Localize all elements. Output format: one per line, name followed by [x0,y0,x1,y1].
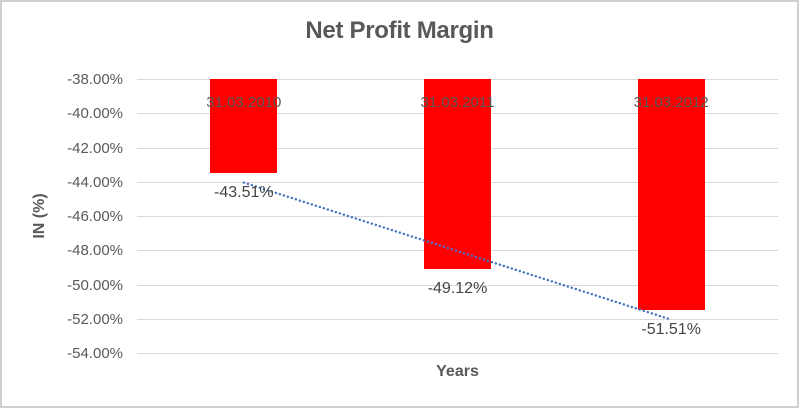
x-axis-title: Years [436,363,479,380]
y-tick-label: -52.00% [67,310,123,328]
y-tick-label: -40.00% [67,105,123,123]
category-label: 31.03.2011 [420,94,495,111]
y-tick-label: -54.00% [67,345,123,362]
y-tick-label: -38.00% [67,71,123,88]
gridline [137,284,778,286]
plot-area: 31.03.2010 -43.51% 31.03.2011 -49.12% 31.03.… [137,79,778,354]
gridline [137,353,778,354]
data-label: -49.12% [427,280,488,298]
chart-title: Net Profit Margin [305,17,494,44]
data-label: -51.51% [641,321,701,339]
y-tick-label: -42.00% [67,139,123,157]
y-axis-tick-labels: -38.00% -40.00% -42.00% -44.00% -46.00% -48.0… [40,71,123,362]
data-label: -43.51% [214,184,274,202]
bar [424,79,491,270]
gridline [137,318,778,320]
bar [637,79,705,311]
trendline [242,181,673,321]
category-label: 31.03.2010 [206,94,282,111]
trendline-layer [242,181,673,321]
y-tick-label: -44.00% [67,173,123,191]
category-label: 31.03.2012 [633,94,709,111]
bar [210,79,278,174]
y-tick-label: -46.00% [67,208,123,225]
y-tick-label: -50.00% [67,276,123,294]
y-tick-label: -48.00% [67,242,123,260]
